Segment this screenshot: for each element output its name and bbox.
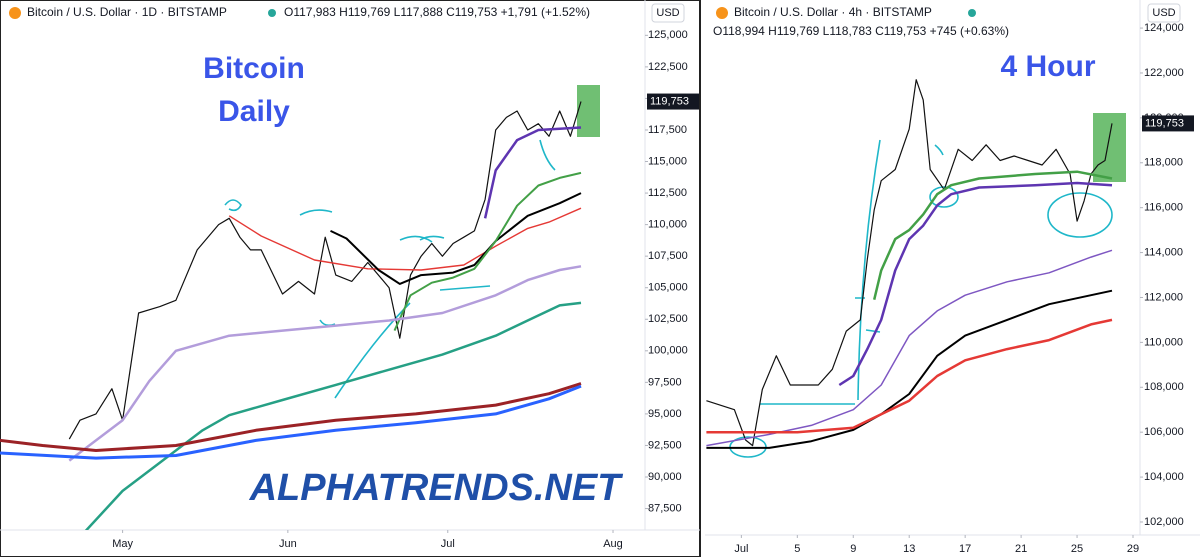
x-tick-label: Jul — [441, 538, 455, 550]
annotation: 4 Hour — [1000, 50, 1095, 83]
series-line — [84, 301, 582, 530]
y-tick-label: 124,000 — [1144, 22, 1184, 34]
ohlc: O118,994 H119,769 L118,783 C119,753 +745… — [713, 24, 1009, 38]
y-tick-label: 104,000 — [1144, 471, 1184, 483]
currency[interactable]: USD — [1152, 7, 1175, 19]
x-tick-label: 5 — [794, 543, 800, 555]
ohlc: O117,983 H119,769 L117,888 C119,753 +1,7… — [284, 5, 590, 19]
annotation: Daily — [218, 95, 290, 128]
series-line — [872, 170, 1113, 300]
highlight-box — [577, 85, 600, 137]
series-line — [68, 101, 582, 440]
series-line — [0, 382, 582, 452]
watermark: ALPHATRENDS.NET — [249, 467, 624, 509]
series-line — [483, 126, 582, 219]
x-tick-label: 17 — [959, 543, 971, 555]
y-tick-label: 108,000 — [1144, 381, 1184, 393]
right-panel — [705, 0, 1200, 557]
x-tick-label: 29 — [1127, 543, 1139, 555]
y-tick-label: 122,500 — [648, 61, 688, 73]
y-tick-label: 110,000 — [648, 219, 687, 231]
y-tick-label: 112,500 — [648, 187, 687, 199]
x-tick-label: 25 — [1071, 543, 1083, 555]
y-tick-label: 87,500 — [648, 502, 682, 514]
y-tick-label: 110,000 — [1144, 336, 1183, 348]
currency-button[interactable] — [1147, 3, 1181, 23]
y-tick-label: 125,000 — [648, 29, 688, 41]
x-tick-label: Jun — [279, 538, 297, 550]
y-tick-label: 117,500 — [648, 124, 687, 136]
x-tick-label: Jul — [734, 543, 748, 555]
price-label-bg — [1142, 115, 1194, 132]
y-tick-label: 92,500 — [648, 439, 682, 451]
y-tick-label: 116,000 — [1144, 202, 1183, 214]
y-tick-label: 100,000 — [648, 345, 688, 357]
chart-title: Bitcoin / U.S. Dollar · 1D · BITSTAMP — [27, 5, 227, 19]
highlight-box — [1093, 113, 1126, 182]
chart-title: Bitcoin / U.S. Dollar · 4h · BITSTAMP — [734, 5, 932, 19]
y-tick-label: 106,000 — [1144, 426, 1184, 438]
series-line — [838, 181, 1113, 387]
coin-icon — [716, 7, 728, 19]
annotation: Bitcoin — [203, 52, 305, 85]
y-tick-label: 102,500 — [648, 313, 688, 325]
x-tick-label: 13 — [903, 543, 915, 555]
currency-button[interactable] — [651, 3, 685, 23]
coin-icon — [9, 7, 21, 19]
y-tick-label: 95,000 — [648, 408, 682, 420]
series-line — [68, 265, 582, 462]
series-line — [706, 318, 1113, 434]
price-label: 119,753 — [1145, 117, 1184, 129]
price-label: 119,753 — [650, 95, 689, 107]
series-line — [0, 384, 582, 460]
y-tick-label: 90,000 — [648, 471, 682, 483]
y-tick-label: 102,000 — [1144, 516, 1184, 528]
currency[interactable]: USD — [656, 7, 679, 19]
status-dot — [968, 9, 976, 17]
y-tick-label: 115,000 — [648, 155, 687, 167]
y-tick-label: 105,000 — [648, 282, 688, 294]
series-line — [706, 79, 1113, 447]
y-tick-label: 107,500 — [648, 250, 688, 262]
x-tick-label: May — [112, 538, 133, 550]
price-label-bg — [647, 93, 699, 110]
y-tick-label: 97,500 — [648, 376, 682, 388]
y-tick-label: 118,000 — [1144, 157, 1183, 169]
series-line — [330, 192, 582, 285]
y-tick-label: 122,000 — [1144, 67, 1184, 79]
x-tick-label: Aug — [603, 538, 623, 550]
series-line — [228, 207, 582, 271]
x-tick-label: 21 — [1015, 543, 1027, 555]
plot — [706, 79, 1113, 449]
series-line — [393, 171, 582, 332]
series-line — [706, 249, 1113, 447]
status-dot — [268, 9, 276, 17]
y-tick-label: 114,000 — [1144, 246, 1183, 258]
plot — [0, 101, 582, 530]
series-line — [706, 289, 1113, 449]
x-tick-label: 9 — [850, 543, 856, 555]
y-tick-label: 112,000 — [1144, 291, 1183, 303]
